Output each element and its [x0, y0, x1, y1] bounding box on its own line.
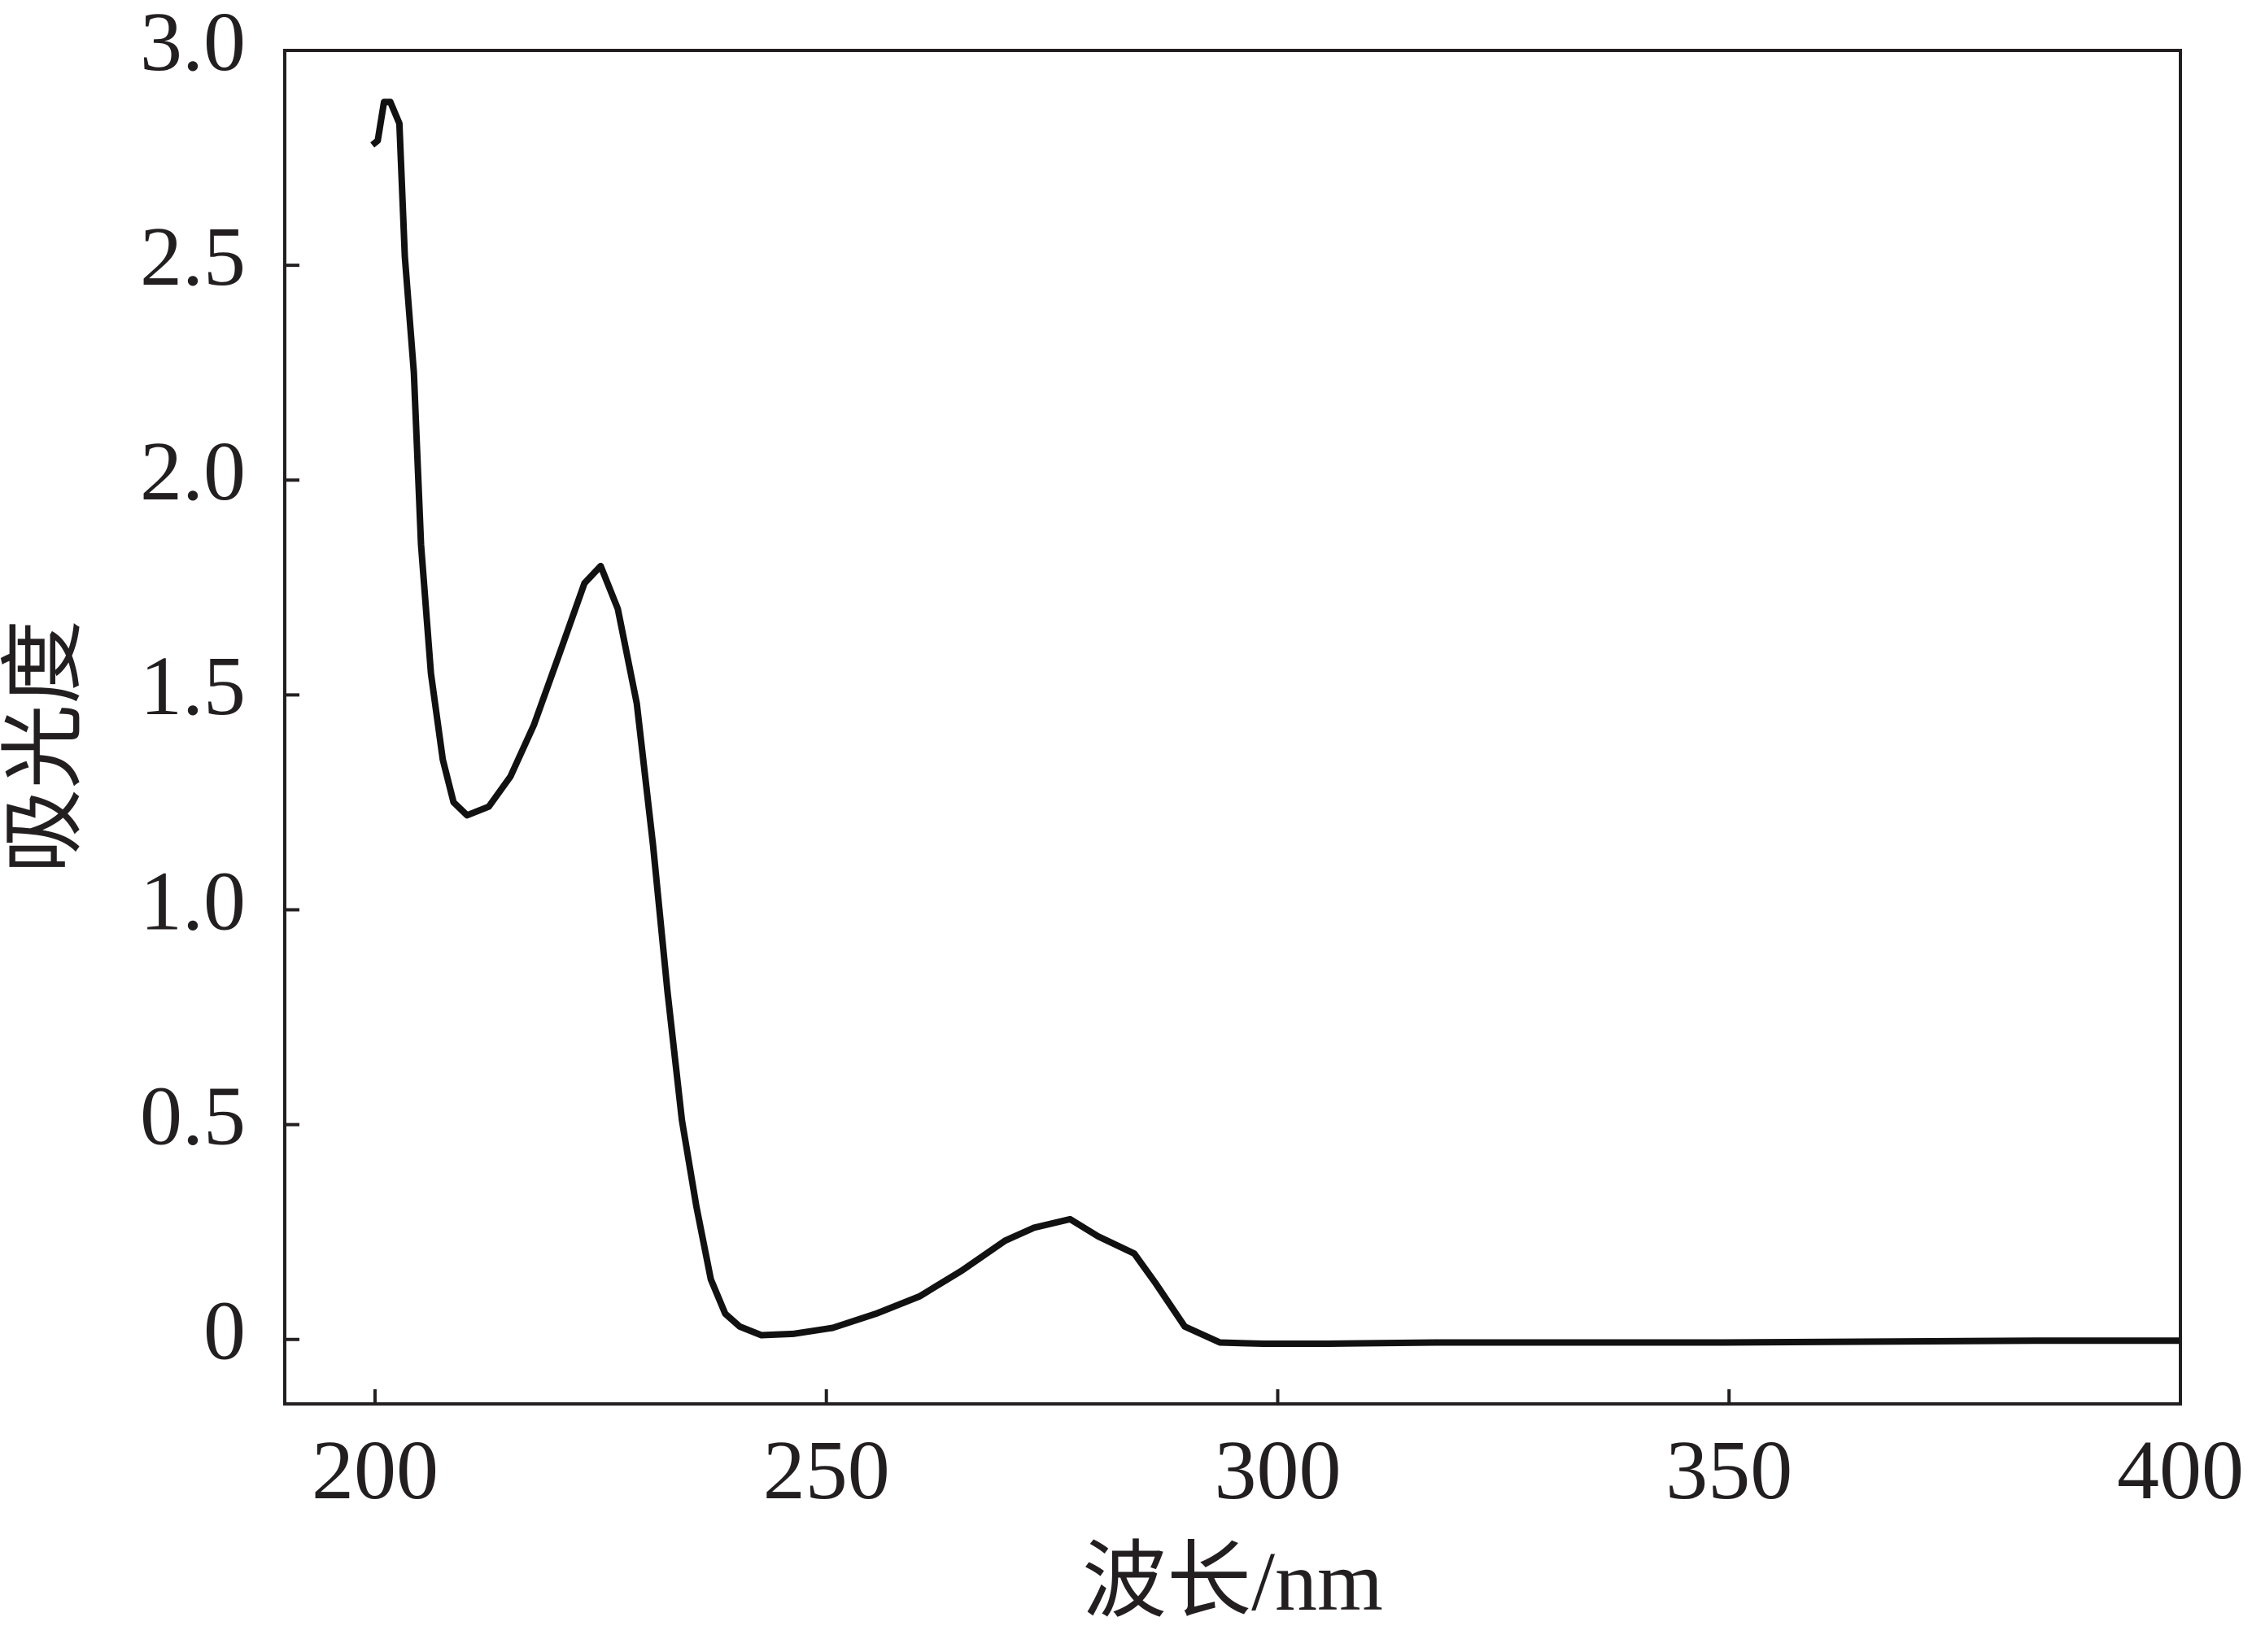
x-axis-title: 波长/nm	[1082, 1535, 1383, 1628]
x-tick-label: 350	[1665, 1423, 1792, 1517]
y-tick-label: 0	[203, 1284, 246, 1378]
spectrum-line	[370, 98, 2180, 1347]
x-tick-label: 400	[2117, 1423, 2244, 1517]
y-tick-label: 0.5	[140, 1069, 246, 1162]
y-tick-label: 3.0	[140, 0, 246, 89]
x-tick-label: 200	[312, 1423, 439, 1517]
x-tick-label: 250	[763, 1423, 890, 1517]
y-tick-label: 2.0	[140, 425, 246, 518]
y-axis-title: 吸光度	[0, 620, 91, 874]
y-tick-label: 1.0	[140, 854, 246, 948]
y-tick-label: 2.5	[140, 210, 246, 303]
y-tick-label: 1.5	[140, 639, 246, 733]
plot-frame	[283, 49, 2182, 1406]
x-tick-label: 300	[1214, 1423, 1341, 1517]
